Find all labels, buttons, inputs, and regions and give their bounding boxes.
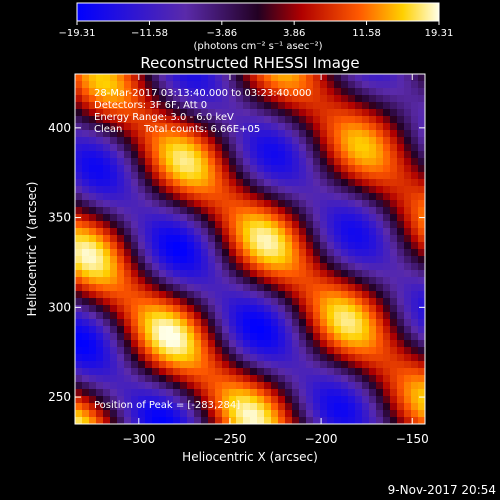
colorbar-tick-label: 19.31: [425, 28, 454, 39]
annotation-method: Clean: [94, 124, 122, 135]
footer-date: 9-Nov-2017 20:54: [388, 483, 496, 497]
chart-title: Reconstructed RHESSI Image: [140, 54, 359, 72]
annotation-time: 28-Mar-2017 03:13:40.000 to 03:23:40.000: [94, 88, 312, 99]
colorbar-ticks: −19.31 −11.58 −3.86 3.86 11.58 19.31: [58, 21, 453, 39]
colorbar: [76, 2, 440, 22]
colorbar-tick-label: −11.58: [131, 28, 168, 39]
annotation-energy: Energy Range: 3.0 - 6.0 keV: [94, 112, 234, 123]
x-tick-label: −300: [122, 432, 155, 446]
y-tick-label: 250: [48, 390, 71, 404]
annotation-counts: Total counts: 6.66E+05: [143, 124, 260, 135]
x-tick-label: −150: [396, 432, 429, 446]
axis-ticks: −300 −250 −200 −150 250 300 350 400: [48, 74, 429, 446]
colorbar-tick-label: 3.86: [283, 28, 305, 39]
x-tick-label: −200: [305, 432, 338, 446]
heatmap-image: [75, 74, 425, 424]
x-tick-label: −250: [213, 432, 246, 446]
y-tick-label: 350: [48, 211, 71, 225]
plot-frame: [74, 73, 426, 425]
y-axis-label: Heliocentric Y (arcsec): [25, 182, 39, 317]
annotation-detectors: Detectors: 3F 6F, Att 0: [94, 100, 207, 111]
y-tick-label: 400: [48, 121, 71, 135]
x-axis-label: Heliocentric X (arcsec): [182, 450, 318, 464]
colorbar-tick-label: −19.31: [58, 28, 95, 39]
colorbar-tick-label: −3.86: [206, 28, 237, 39]
annotation-peak: Position of Peak = [-283,284]: [94, 400, 240, 411]
colorbar-tick-label: 11.58: [352, 28, 381, 39]
y-tick-label: 300: [48, 300, 71, 314]
colorbar-unit-label: (photons cm⁻² s⁻¹ asec⁻²): [193, 41, 322, 52]
